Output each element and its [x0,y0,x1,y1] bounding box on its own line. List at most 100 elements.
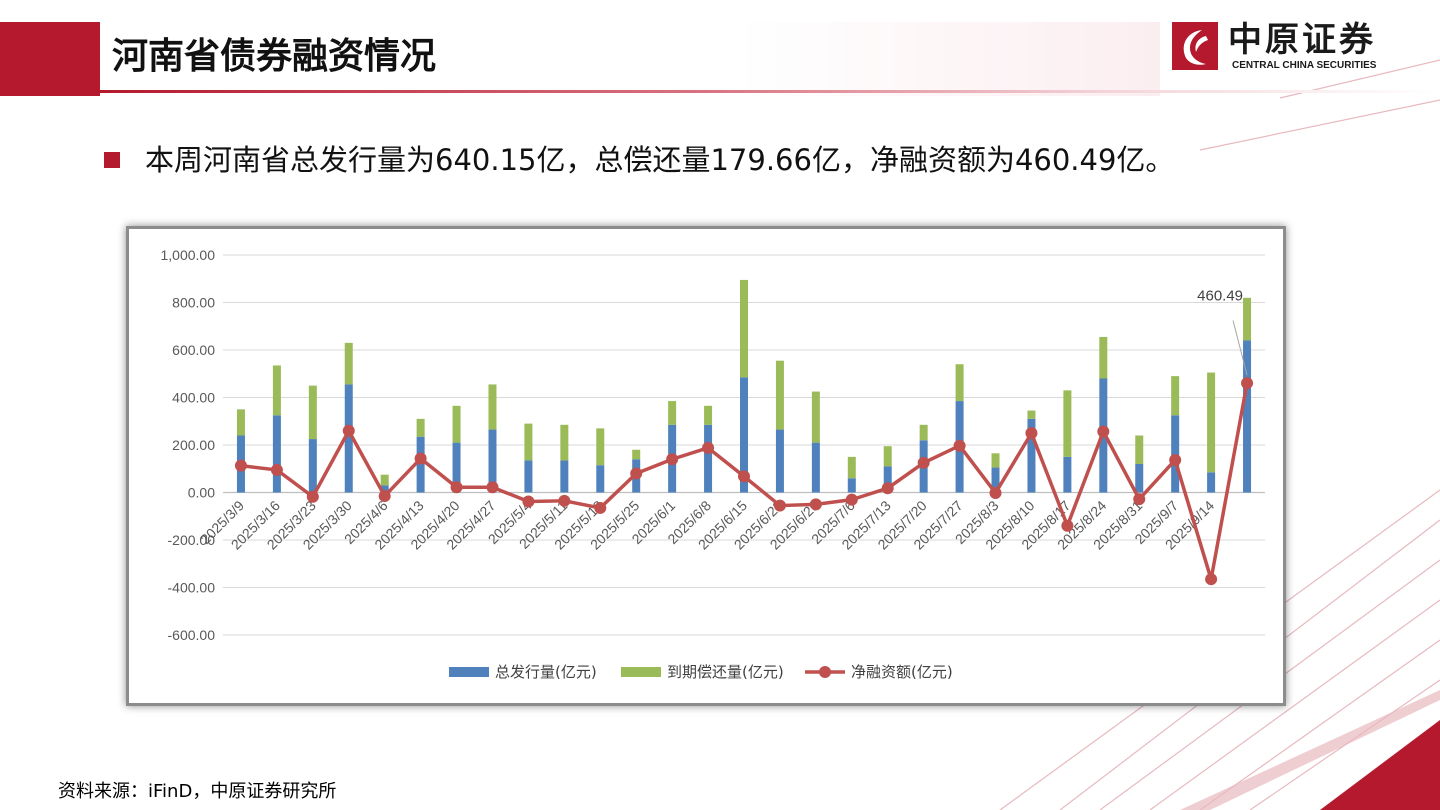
net-financing-point [738,470,750,483]
bullet-square-icon [104,152,120,168]
bar-repayment [883,446,892,467]
bar-repayment [1243,297,1252,341]
bar-issuance [1027,418,1036,493]
source-note: 资料来源：iFinD，中原证券研究所 [58,781,337,802]
bar-repayment [847,456,856,479]
net-financing-point [486,481,499,494]
bar-repayment [560,424,569,461]
bar-repayment [632,449,641,460]
net-financing-point [450,481,463,494]
net-financing-point [630,467,643,480]
y-tick-label: 1,000.00 [161,247,216,263]
header-underline [100,90,1440,93]
bar-issuance [488,429,497,493]
net-financing-point [845,493,858,506]
net-financing-point [1133,493,1146,506]
bar-issuance [1243,340,1252,493]
bar-issuance [1171,415,1180,493]
bar-repayment [955,364,964,402]
y-tick-label: 200.00 [172,437,215,453]
bar-repayment [991,453,1000,468]
legend-swatch-net-marker [819,666,831,678]
bar-issuance [596,465,605,493]
bar-issuance [847,478,856,493]
page-title: 河南省债券融资情况 [112,36,437,77]
bar-issuance [416,436,425,493]
net-financing-point [773,499,786,512]
header-band [100,22,1160,96]
bar-issuance [811,442,820,493]
bar-issuance [1135,464,1144,493]
bar-issuance [308,439,317,493]
y-tick-label: -400.00 [168,580,216,596]
legend-label-net: 净融资额(亿元) [851,663,953,681]
bar-repayment [1027,410,1036,419]
bar-repayment [272,365,281,416]
bar-repayment [596,428,605,466]
bar-repayment [1207,372,1216,473]
bar-issuance [775,429,784,493]
last-value-label: 460.49 [1197,288,1243,305]
bar-repayment [236,409,245,436]
logo-chinese-text: 中原证券 [1228,20,1376,60]
bar-repayment [1171,376,1180,416]
bar-issuance [991,467,1000,493]
bond-financing-chart: 1,000.00 800.00 600.00 400.00 200.00 0.00 -200… [161,247,1265,681]
net-financing-point [1097,425,1110,438]
bar-repayment [452,405,461,443]
net-financing-point [306,490,319,503]
bar-repayment [668,401,677,425]
bar-issuance [380,485,389,493]
y-tick-label: -600.00 [168,627,216,643]
net-financing-point [917,456,930,469]
bar-issuance [272,415,281,493]
net-financing-point [522,495,535,508]
bar-repayment [1099,336,1108,379]
annotation-leader [1232,320,1248,376]
bar-repayment [740,279,748,378]
bar-issuance [452,442,461,493]
bar-issuance [560,460,569,493]
y-tick-label: 800.00 [172,295,215,311]
bar-repayment [919,424,928,441]
net-financing-point [1241,377,1254,390]
company-logo: 中原证券 CENTRAL CHINA SECURITIES [1170,20,1420,76]
net-financing-point [558,494,571,507]
net-financing-point [1025,427,1038,440]
net-financing-point [414,452,427,465]
net-financing-point [881,482,894,495]
net-financing-point [1169,453,1182,466]
net-financing-point [342,424,355,437]
bar-issuance [704,424,713,493]
bar-repayment [344,342,353,385]
net-financing-point [270,463,283,476]
summary-text: 本周河南省总发行量为640.15亿，总偿还量179.66亿，净融资额为460.4… [145,143,1175,177]
logo-english-text: CENTRAL CHINA SECURITIES [1232,60,1377,71]
legend-swatch-issuance [449,667,489,677]
bar-issuance [740,377,748,493]
bar-repayment [1063,390,1072,457]
header-accent-bar [0,22,100,96]
legend-label-issuance: 总发行量(亿元) [495,663,597,681]
bar-issuance [344,384,353,493]
y-tick-label: 400.00 [172,390,215,406]
bar-issuance [1207,472,1216,493]
bar-repayment [775,360,784,430]
legend-swatch-repayment [621,667,661,677]
bar-repayment [704,405,713,425]
net-financing-point [809,498,822,511]
y-tick-label: -200.00 [168,532,216,548]
bar-repayment [308,385,317,440]
bar-issuance [1063,456,1072,493]
bar-issuance [524,460,533,493]
bar-repayment [416,418,425,437]
y-tick-label: 600.00 [172,342,215,358]
net-financing-point [594,501,607,514]
net-financing-point [378,490,391,503]
legend-label-repayment: 到期偿还量(亿元) [667,663,784,681]
bar-repayment [811,391,820,443]
net-financing-point [234,459,247,472]
bar-repayment [1135,435,1144,464]
bar-repayment [524,423,533,461]
